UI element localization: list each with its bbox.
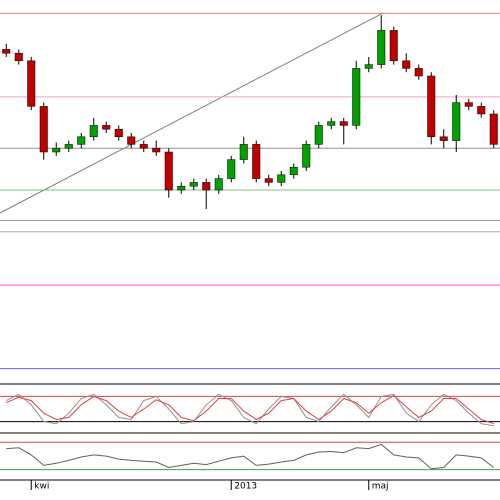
trend-line	[0, 12, 384, 214]
candle-body	[214, 178, 223, 191]
candle-body	[27, 60, 36, 107]
candle-body	[114, 128, 123, 138]
x-tick-label: kwi	[34, 482, 49, 492]
candle-body	[102, 125, 111, 130]
candle-body	[427, 75, 436, 138]
candle-body	[252, 144, 261, 179]
candle-body	[489, 113, 498, 145]
candle-body	[414, 68, 423, 77]
candle-body	[314, 125, 323, 145]
candle-body	[77, 136, 86, 145]
candle-body	[452, 102, 461, 141]
candle-body	[2, 49, 11, 54]
candle-body	[52, 147, 61, 153]
indicator-line	[6, 394, 494, 425]
candle-body	[377, 30, 386, 65]
candle-body	[289, 166, 298, 176]
candle-body	[464, 102, 473, 107]
x-tick-label: maj	[372, 482, 389, 492]
candle-body	[439, 136, 448, 141]
candle-body	[89, 125, 98, 138]
candle-body	[277, 174, 286, 183]
candle-body	[352, 68, 361, 126]
candle-body	[364, 64, 373, 69]
candle-body	[64, 144, 73, 149]
candle-body	[39, 106, 48, 153]
candle-body	[152, 147, 161, 153]
candle-body	[202, 182, 211, 191]
indicator-line	[6, 443, 495, 470]
indicator-line	[6, 393, 494, 427]
candle-body	[127, 136, 136, 145]
candle-body	[239, 144, 248, 160]
candle-body	[402, 60, 411, 69]
candle-body	[327, 121, 336, 126]
candle-body	[14, 52, 23, 62]
candle-body	[389, 30, 398, 62]
candle-body	[264, 178, 273, 183]
candle-body	[177, 185, 186, 191]
candle-body	[302, 144, 311, 168]
candle-body	[139, 144, 148, 149]
candle-body	[164, 151, 173, 191]
candle-body	[189, 182, 198, 187]
candle-body	[477, 106, 486, 115]
candle-body	[227, 159, 236, 179]
x-tick-label: 2013	[234, 482, 257, 492]
candle-body	[339, 121, 348, 126]
